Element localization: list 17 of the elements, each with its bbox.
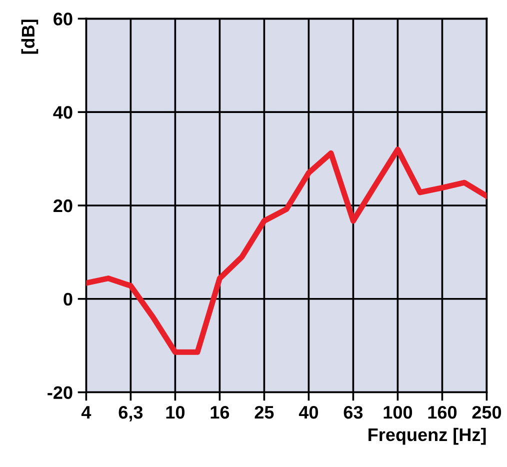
y-tick-label: 20 — [54, 199, 72, 212]
x-tick-label: 250 — [472, 406, 502, 419]
x-tick-label: 10 — [166, 406, 184, 419]
x-tick-label: 4 — [81, 406, 92, 419]
x-tick-label: 16 — [210, 406, 230, 419]
x-axis-title: Frequenz [Hz] — [368, 428, 486, 445]
x-tick-label: 63 — [344, 406, 363, 419]
x-tick-label: 160 — [428, 406, 457, 419]
y-tick-label: -20 — [48, 386, 72, 399]
y-tick-label: 60 — [54, 12, 72, 26]
y-tick-label: 0 — [64, 292, 72, 306]
x-tick-label: 6,3 — [118, 406, 143, 422]
y-tick-label: 40 — [53, 106, 72, 119]
y-axis-title: [dB] — [21, 20, 38, 54]
x-tick-label: 40 — [298, 406, 318, 419]
x-tick-label: 25 — [254, 406, 274, 419]
x-tick-label: 100 — [384, 406, 412, 419]
